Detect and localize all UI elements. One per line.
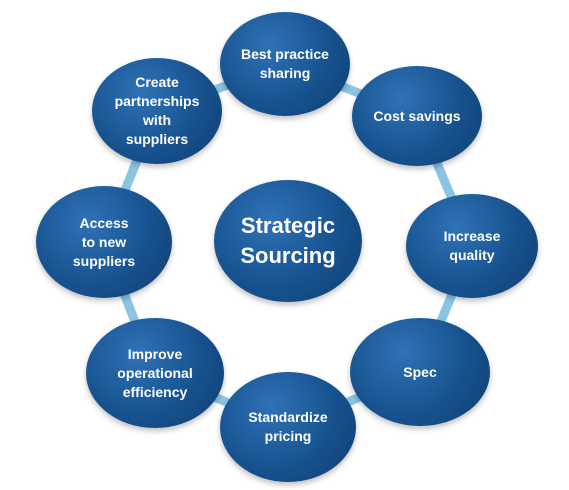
node-standardize-pricing: Standardize pricing	[220, 372, 356, 482]
node-improve-operational-efficiency: Improve operational efficiency	[86, 318, 224, 428]
node-spec: Spec	[350, 318, 490, 426]
node-cost-savings: Cost savings	[352, 66, 482, 166]
center-node-strategic-sourcing: Strategic Sourcing	[214, 180, 362, 302]
node-create-partnerships-with-suppliers: Create partnerships with suppliers	[92, 58, 222, 164]
node-increase-quality: Increase quality	[406, 194, 538, 298]
node-best-practice-sharing: Best practice sharing	[220, 12, 350, 116]
node-access-to-new-suppliers: Access to new suppliers	[36, 186, 172, 298]
